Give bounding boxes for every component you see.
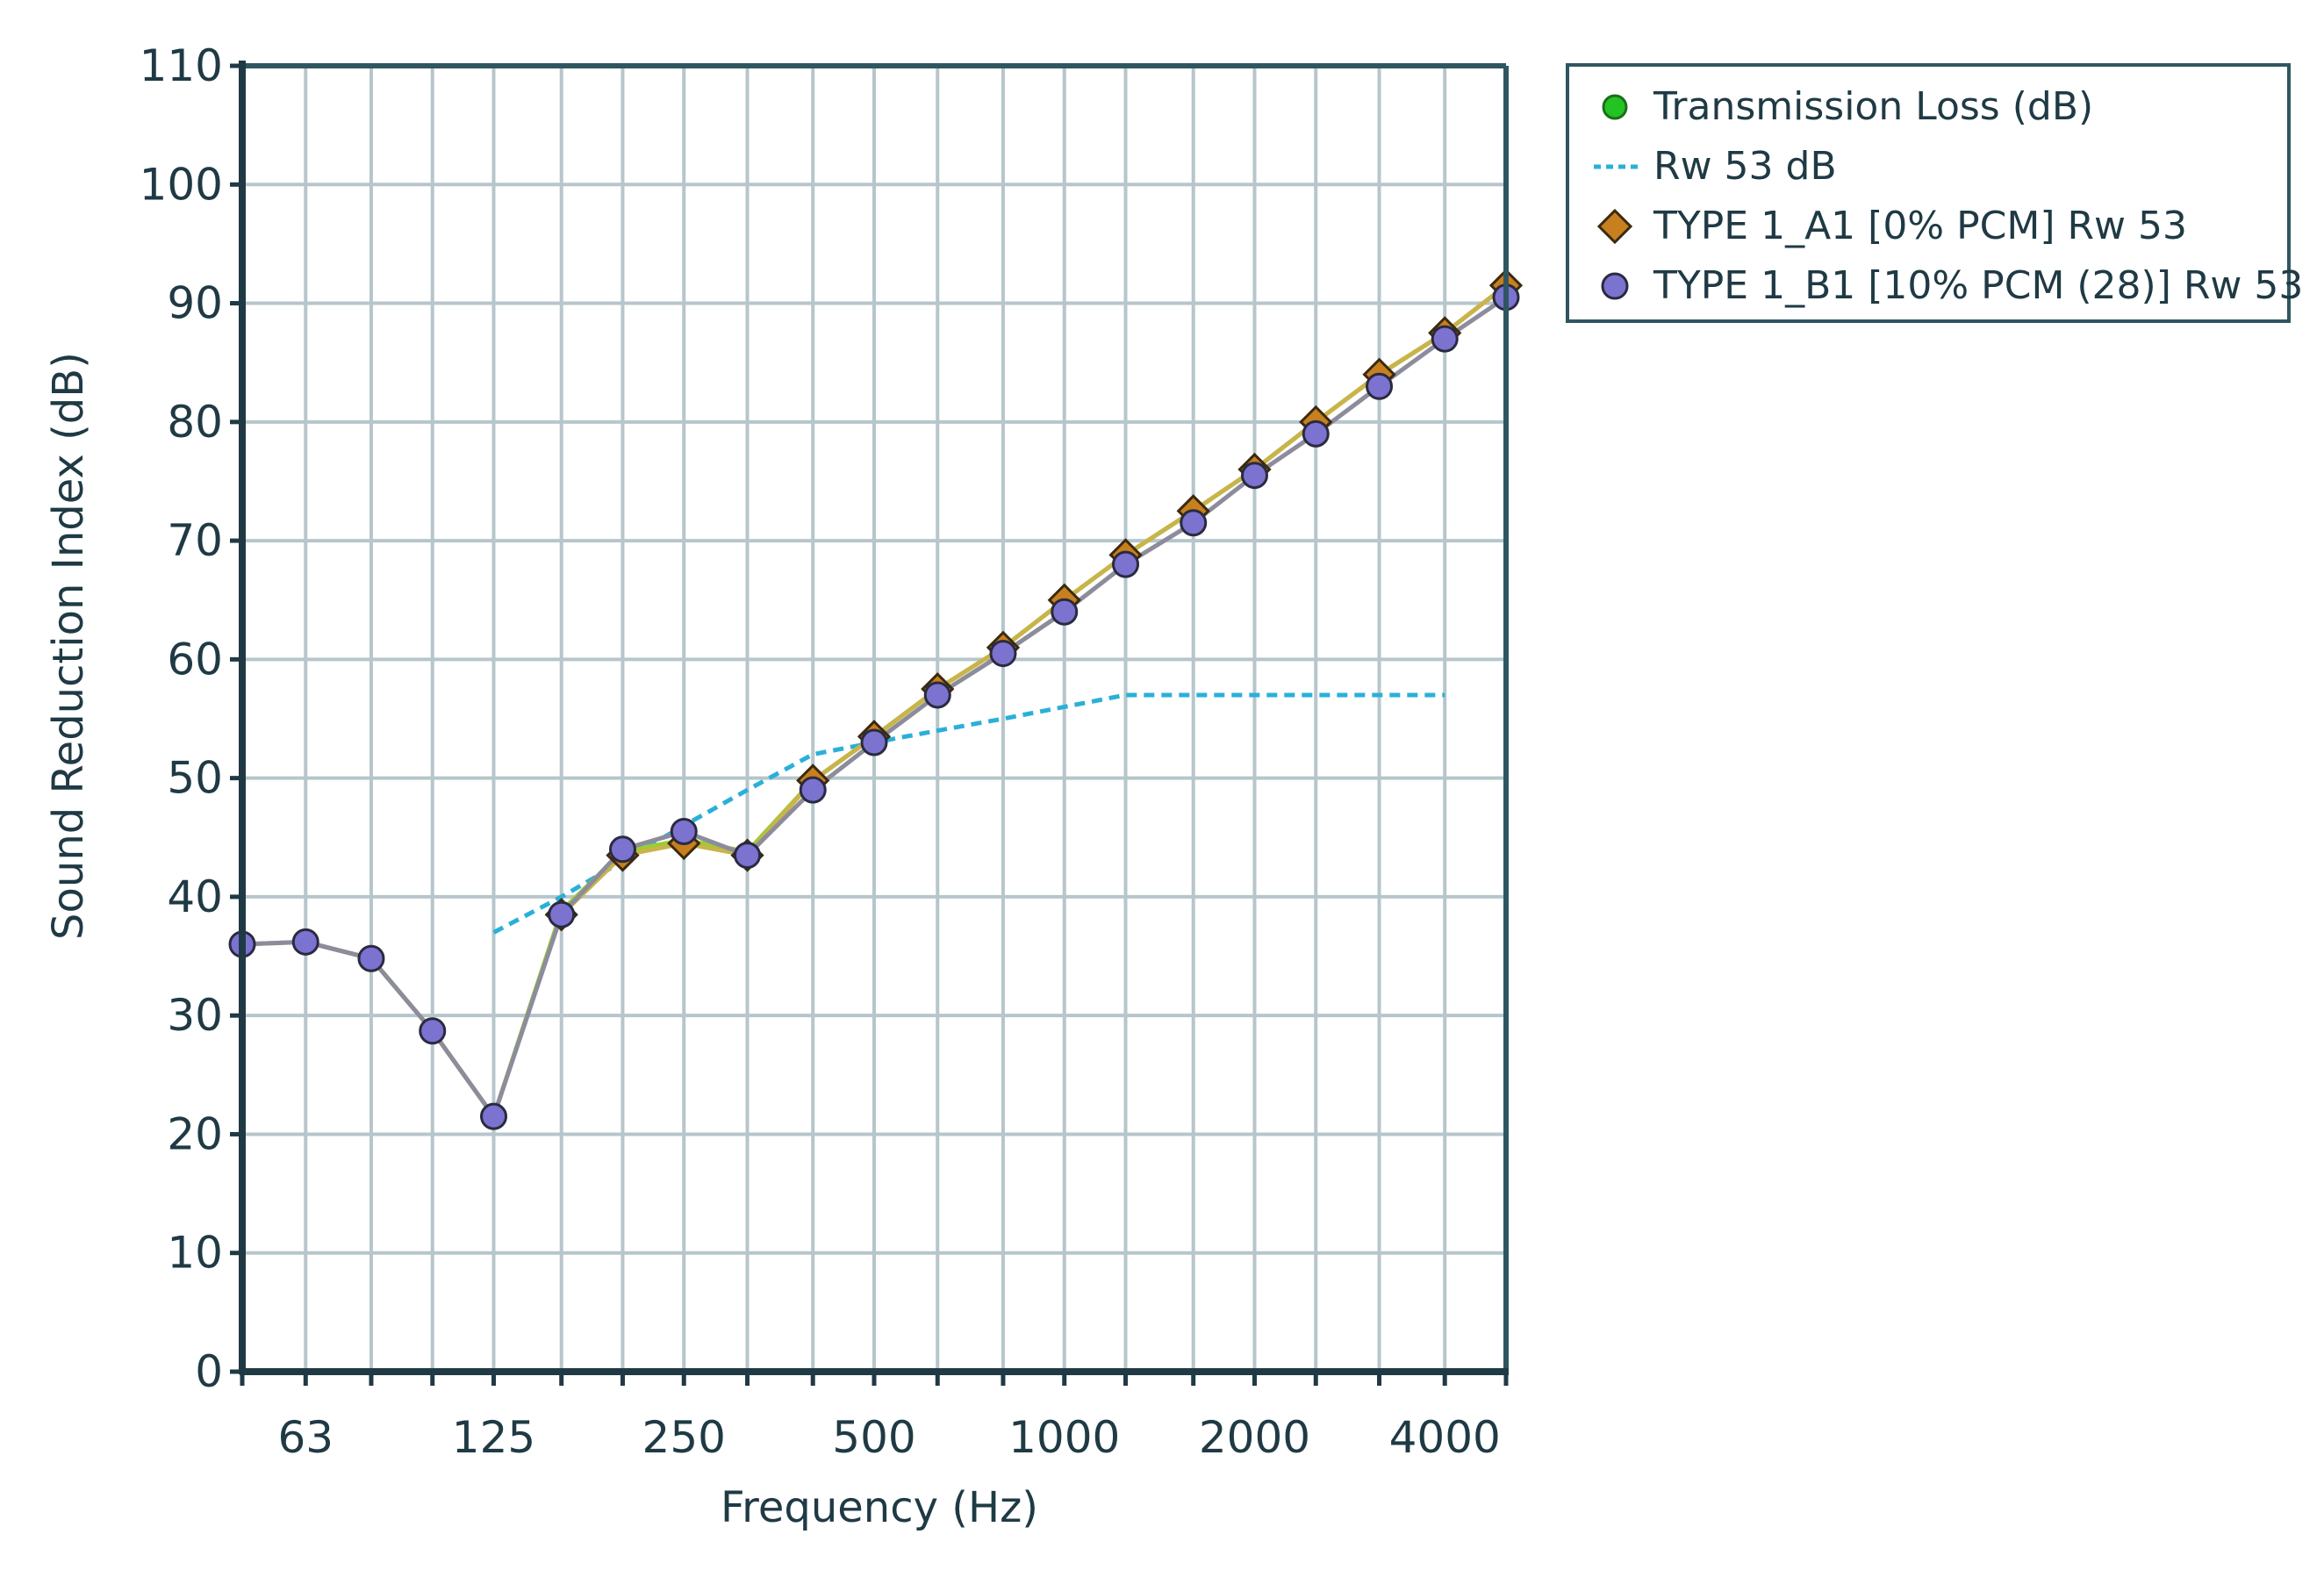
data-point-type-1-b1 xyxy=(923,681,951,709)
data-point-type-1-b1 xyxy=(989,640,1017,668)
x-tick-label: 1000 xyxy=(1008,1412,1120,1463)
y-tick-label: 90 xyxy=(167,278,223,329)
series-line-type-1-a1 xyxy=(559,283,1508,916)
data-point-type-1-b1 xyxy=(1051,598,1079,626)
x-tick-label: 500 xyxy=(832,1412,915,1463)
y-tick-label: 50 xyxy=(167,753,223,804)
data-point-type-1-b1 xyxy=(419,1017,447,1045)
data-point-type-1-b1 xyxy=(548,900,576,928)
dashed-line-icon xyxy=(1594,164,1638,169)
circle-marker-icon xyxy=(1601,272,1629,300)
x-tick-label: 125 xyxy=(452,1412,535,1463)
diamond-marker-icon xyxy=(1596,208,1633,245)
tick-labels: 0 10 20 30 40 50 60 70 80 90 100 110 63 125 250 500 1000… xyxy=(140,40,1501,1463)
data-point-type-1-b1 xyxy=(1431,325,1459,353)
data-point-type-1-b1 xyxy=(1112,550,1140,578)
legend-label: Transmission Loss (dB) xyxy=(1653,84,2094,129)
data-point-type-1-b1 xyxy=(1366,372,1394,400)
legend-label: TYPE 1_A1 [0% PCM] Rw 53 xyxy=(1653,204,2188,248)
data-point-type-1-b1 xyxy=(608,835,636,864)
data-point-type-1-b1 xyxy=(799,776,827,804)
y-tick-label: 20 xyxy=(167,1108,223,1159)
data-point-type-1-b1 xyxy=(1302,419,1330,448)
legend-label: TYPE 1_B1 [10% PCM (28)] Rw 53 xyxy=(1653,263,2304,308)
x-tick-label: 2000 xyxy=(1199,1412,1310,1463)
y-tick-label: 70 xyxy=(167,515,223,566)
circle-marker-icon xyxy=(1602,94,1628,120)
grid xyxy=(240,64,1508,1373)
x-axis-title: Frequency (Hz) xyxy=(721,1483,1038,1532)
x-tick-label: 250 xyxy=(642,1412,726,1463)
y-tick-label: 100 xyxy=(140,159,223,210)
y-tick-label: 110 xyxy=(140,40,223,91)
series-line-rw-53 xyxy=(492,692,1445,935)
data-point-type-1-b1 xyxy=(357,944,385,972)
data-point-type-1-b1 xyxy=(670,818,698,846)
legend: Transmission Loss (dB) Rw 53 dB TYPE 1_A… xyxy=(1566,63,2303,323)
data-point-type-1-b1 xyxy=(734,842,762,870)
y-tick-label: 40 xyxy=(167,871,223,922)
y-tick-label: 60 xyxy=(167,634,223,685)
legend-label: Rw 53 dB xyxy=(1653,144,1837,189)
data-point-type-1-b1 xyxy=(480,1102,508,1130)
data-point-type-1-b1 xyxy=(1180,509,1208,537)
x-tick-label: 63 xyxy=(277,1412,334,1463)
data-point-type-1-b1 xyxy=(860,728,888,756)
x-tick-label: 4000 xyxy=(1389,1412,1501,1463)
data-point-type-1-b1 xyxy=(1240,462,1268,490)
series-layer xyxy=(228,269,1524,1130)
y-axis-title: Sound Reduction Index (dB) xyxy=(44,352,93,940)
axes xyxy=(230,61,1509,1386)
y-tick-label: 30 xyxy=(167,990,223,1041)
data-point-type-1-b1 xyxy=(291,928,319,956)
y-tick-label: 80 xyxy=(167,397,223,448)
y-tick-label: 0 xyxy=(195,1346,223,1397)
y-tick-label: 10 xyxy=(167,1228,223,1279)
